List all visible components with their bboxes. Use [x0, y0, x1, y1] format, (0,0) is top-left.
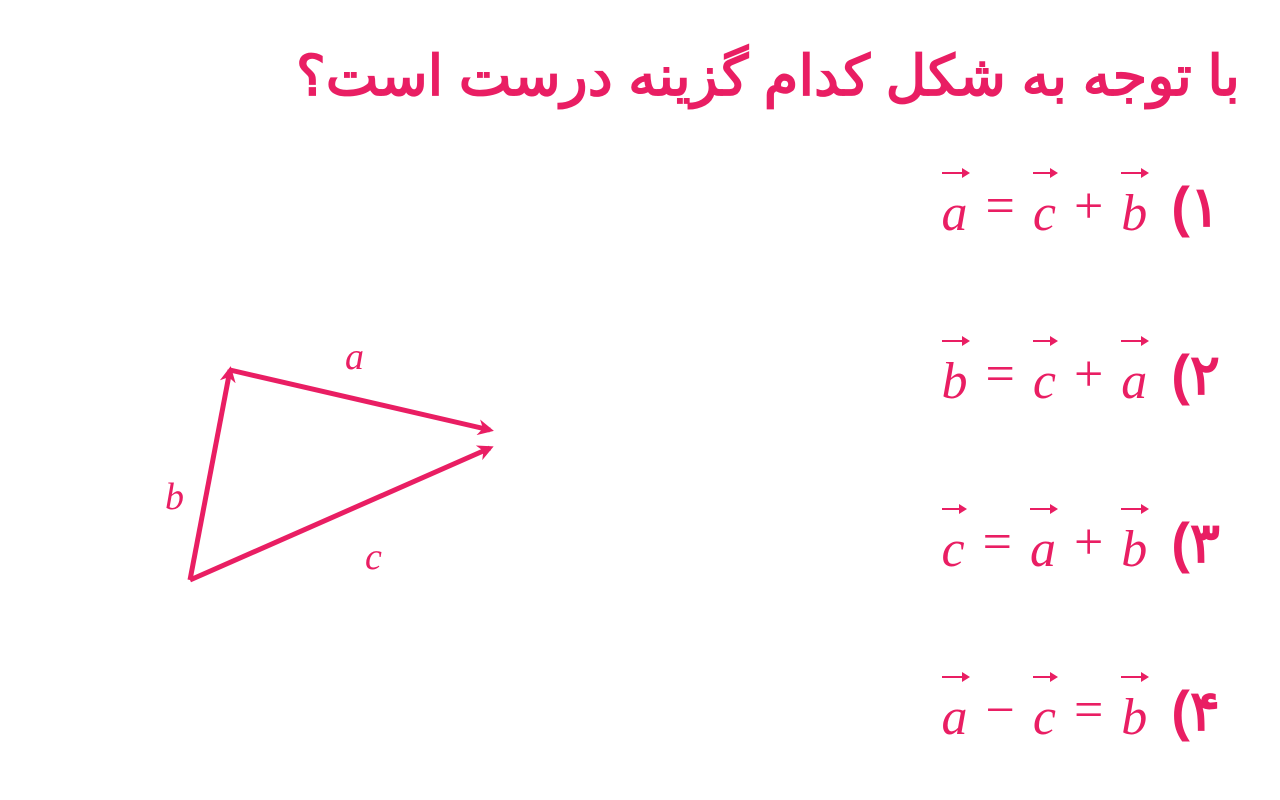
title-text: با توجه به شکل کدام گزینه درست است؟: [296, 44, 1240, 107]
vector-b: b: [1121, 674, 1147, 747]
question-title: با توجه به شکل کدام گزینه درست است؟: [40, 40, 1240, 113]
vector-a: a: [1121, 338, 1147, 411]
diagram-svg: [110, 300, 510, 620]
option-row: ۳) c = a + b: [936, 506, 1220, 579]
vector-b: b: [1121, 170, 1147, 243]
option-row: ۲) b = c + a: [936, 338, 1220, 411]
diagram-label-a: a: [345, 335, 364, 379]
vector-c: c: [1033, 674, 1056, 747]
vector-line-b: [190, 370, 230, 580]
vector-line-a: [230, 370, 490, 430]
vector-c: c: [942, 506, 965, 579]
operator: +: [1074, 513, 1103, 572]
option-equation: b = c + a: [936, 338, 1154, 411]
option-equation: a = c + b: [936, 170, 1154, 243]
options-list: ۱)a=c+b۲)b=c+a۳)c=a+b۴)a−c=b: [936, 170, 1220, 747]
operator: =: [983, 513, 1012, 572]
vector-a: a: [1030, 506, 1056, 579]
option-row: ۱) a = c + b: [936, 170, 1220, 243]
operator: +: [1074, 177, 1103, 236]
option-equation: a−c = b: [936, 674, 1154, 747]
vector-line-c: [190, 448, 490, 580]
operator: =: [986, 177, 1015, 236]
vector-b: b: [942, 338, 968, 411]
option-number: ۱): [1171, 174, 1220, 240]
vector-c: c: [1033, 338, 1056, 411]
option-number: ۲): [1171, 342, 1220, 408]
option-number: ۴): [1171, 678, 1220, 744]
operator: =: [1074, 681, 1103, 740]
vector-a: a: [942, 674, 968, 747]
diagram-label-c: c: [365, 535, 382, 579]
option-row: ۴) a−c = b: [936, 674, 1220, 747]
vector-c: c: [1033, 170, 1056, 243]
operator: =: [986, 345, 1015, 404]
option-number: ۳): [1171, 510, 1220, 576]
vector-diagram: b a c: [110, 300, 510, 620]
operator: −: [986, 681, 1015, 740]
diagram-label-b: b: [165, 475, 184, 519]
operator: +: [1074, 345, 1103, 404]
vector-a: a: [942, 170, 968, 243]
option-equation: c = a + b: [936, 506, 1154, 579]
vector-b: b: [1121, 506, 1147, 579]
